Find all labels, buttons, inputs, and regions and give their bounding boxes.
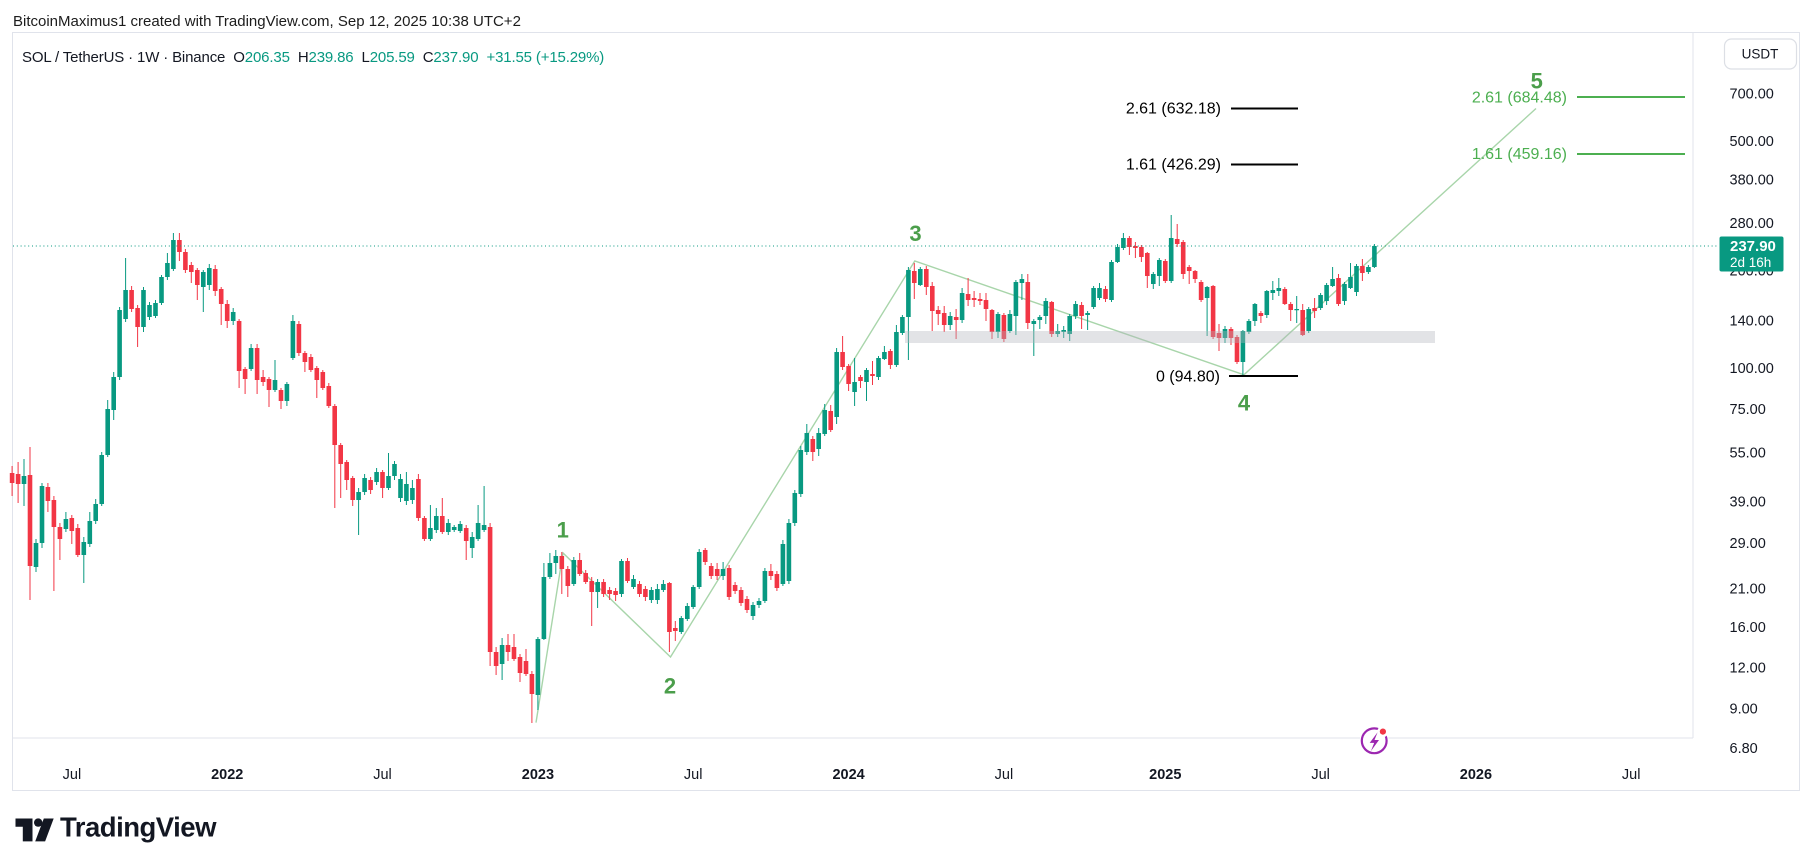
svg-text:Jul: Jul (995, 767, 1014, 783)
svg-text:700.00: 700.00 (1730, 86, 1774, 102)
svg-text:29.00: 29.00 (1730, 536, 1766, 552)
svg-text:12.00: 12.00 (1730, 661, 1766, 677)
svg-text:2024: 2024 (832, 767, 864, 783)
svg-text:2d 16h: 2d 16h (1730, 255, 1771, 270)
svg-text:55.00: 55.00 (1730, 446, 1766, 462)
svg-text:380.00: 380.00 (1730, 173, 1774, 189)
svg-text:6.80: 6.80 (1730, 741, 1758, 757)
svg-text:3: 3 (909, 221, 921, 246)
svg-text:Jul: Jul (1311, 767, 1330, 783)
svg-text:2025: 2025 (1149, 767, 1181, 783)
svg-text:1: 1 (557, 518, 569, 543)
svg-text:500.00: 500.00 (1730, 134, 1774, 150)
svg-text:237.90: 237.90 (1730, 238, 1776, 255)
svg-text:100.00: 100.00 (1730, 361, 1774, 377)
svg-text:9.00: 9.00 (1730, 701, 1758, 717)
svg-text:140.00: 140.00 (1730, 314, 1774, 330)
svg-text:Jul: Jul (373, 767, 392, 783)
svg-text:2: 2 (664, 674, 676, 699)
svg-text:2026: 2026 (1460, 767, 1492, 783)
svg-text:0 (94.80): 0 (94.80) (1156, 369, 1220, 386)
svg-text:2022: 2022 (211, 767, 243, 783)
svg-text:2.61 (632.18): 2.61 (632.18) (1126, 101, 1221, 118)
svg-text:Jul: Jul (684, 767, 703, 783)
svg-text:TradingView: TradingView (60, 812, 217, 843)
svg-text:1.61 (426.29): 1.61 (426.29) (1126, 157, 1221, 174)
svg-text:75.00: 75.00 (1730, 402, 1766, 418)
svg-text:5: 5 (1531, 69, 1543, 94)
svg-text:2.61 (684.48): 2.61 (684.48) (1472, 90, 1567, 107)
svg-text:21.00: 21.00 (1730, 582, 1766, 598)
svg-text:4: 4 (1238, 391, 1251, 416)
svg-text:2023: 2023 (522, 767, 554, 783)
svg-text:16.00: 16.00 (1730, 620, 1766, 636)
svg-text:39.00: 39.00 (1730, 494, 1766, 510)
svg-text:1.61 (459.16): 1.61 (459.16) (1472, 146, 1567, 163)
svg-text:USDT: USDT (1742, 47, 1779, 62)
svg-text:Jul: Jul (63, 767, 82, 783)
svg-text:280.00: 280.00 (1730, 216, 1774, 232)
svg-text:Jul: Jul (1622, 767, 1641, 783)
